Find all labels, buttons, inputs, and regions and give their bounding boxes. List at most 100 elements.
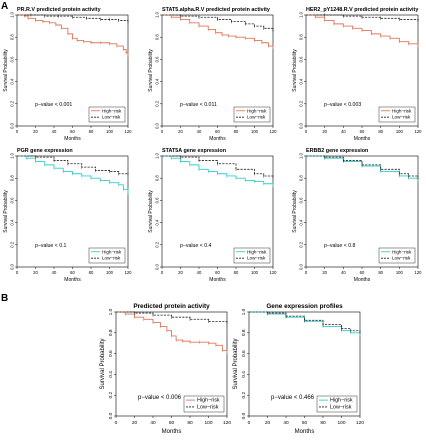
- y-tick-label: 1.0: [108, 308, 114, 315]
- chart-title: STAT5A gene expression: [162, 148, 226, 154]
- high-risk-curve: [17, 14, 129, 57]
- legend-low-label: Low−risk: [392, 115, 411, 120]
- y-tick-label: 0.4: [299, 78, 304, 84]
- y-tick-label: 0.0: [299, 122, 304, 128]
- y-tick-label: 0.6: [108, 350, 114, 357]
- y-tick-label: 1.0: [155, 152, 160, 158]
- y-tick-label: 0.0: [10, 263, 15, 269]
- y-tick-label: 0.2: [108, 392, 114, 399]
- x-tick-label: 20: [322, 129, 327, 134]
- x-tick-label: 0: [305, 270, 308, 275]
- x-tick-label: 100: [251, 129, 259, 134]
- panel-label-a: A: [1, 1, 8, 12]
- x-axis-label: Months: [354, 136, 371, 142]
- km-chart: PR.R.V predicted protein activity 0 20 40 60…: [3, 7, 132, 142]
- y-tick-label: 0.2: [10, 241, 15, 247]
- legend-high-label: High−risk: [392, 249, 412, 254]
- km-chart: ERBB2 gene expression 0 20 40 60 80 100 120 0.0 0…: [292, 148, 422, 283]
- y-tick-label: 0.6: [155, 197, 160, 203]
- high-risk-curve: [116, 311, 228, 354]
- km-chart: STAT5.alpha.R.V predicted protein activi…: [148, 7, 277, 142]
- y-tick-label: 0.8: [155, 34, 160, 40]
- y-tick-label: 0.6: [299, 56, 304, 62]
- y-tick-label: 0.4: [155, 78, 160, 84]
- y-tick-label: 1.0: [299, 11, 304, 17]
- y-tick-label: 0.4: [155, 219, 160, 225]
- y-axis-label: Survival Probability: [148, 190, 154, 233]
- x-axis-label: Months: [64, 277, 81, 283]
- chart-title: Predicted protein activity: [133, 303, 210, 310]
- low-risk-curve: [306, 155, 419, 179]
- x-tick-label: 20: [265, 420, 271, 426]
- km-chart: HER2_pY1248.R.V predicted protein activi…: [292, 7, 422, 142]
- x-tick-label: 120: [415, 270, 423, 275]
- legend-low-label: Low−risk: [102, 256, 121, 261]
- legend-high-label: High−risk: [102, 249, 122, 254]
- x-tick-label: 60: [215, 270, 220, 275]
- x-tick-label: 40: [52, 129, 57, 134]
- x-tick-label: 60: [70, 270, 75, 275]
- legend-high-label: High−risk: [392, 108, 412, 113]
- x-tick-label: 100: [106, 270, 114, 275]
- y-tick-label: 0.2: [155, 100, 160, 106]
- y-tick-label: 0.2: [299, 100, 304, 106]
- y-tick-label: 0.0: [241, 412, 247, 419]
- x-axis-label: Months: [64, 136, 81, 142]
- x-tick-label: 80: [89, 270, 94, 275]
- x-tick-label: 120: [125, 129, 133, 134]
- x-tick-label: 60: [70, 129, 75, 134]
- y-tick-label: 1.0: [299, 152, 304, 158]
- legend-low-label: Low−risk: [197, 404, 219, 410]
- x-tick-label: 0: [16, 270, 19, 275]
- y-tick-label: 0.0: [10, 122, 15, 128]
- p-value-label: p−value < 0.003: [324, 102, 361, 108]
- x-tick-label: 40: [150, 420, 156, 426]
- y-axis-label: Survival Probability: [3, 190, 9, 233]
- chart-title: PGR gene expression: [17, 148, 73, 154]
- p-value-label: p−value < 0.001: [35, 102, 72, 108]
- legend-low-label: Low−risk: [247, 115, 266, 120]
- km-chart: Predicted protein activity 0 20 40 60 80 100 12…: [100, 303, 231, 435]
- y-tick-label: 0.8: [155, 175, 160, 181]
- x-tick-label: 120: [223, 420, 231, 426]
- y-tick-label: 0.0: [155, 122, 160, 128]
- legend-high-label: High−risk: [330, 398, 353, 404]
- x-tick-label: 0: [115, 420, 118, 426]
- x-axis-label: Months: [295, 429, 315, 435]
- km-chart: STAT5A gene expression 0 20 40 60 80 100 120 0.0…: [148, 148, 277, 283]
- legend-high-label: High−risk: [247, 108, 267, 113]
- x-tick-label: 100: [106, 129, 114, 134]
- x-tick-label: 0: [248, 420, 251, 426]
- low-risk-curve: [17, 155, 128, 175]
- x-tick-label: 20: [132, 420, 138, 426]
- y-tick-label: 0.6: [155, 56, 160, 62]
- x-tick-label: 80: [89, 129, 94, 134]
- y-tick-label: 0.6: [10, 197, 15, 203]
- x-tick-label: 20: [178, 129, 183, 134]
- y-axis-label: Survival Probability: [292, 49, 298, 92]
- y-tick-label: 0.4: [10, 219, 15, 225]
- chart-title: Gene expression profiles: [266, 303, 343, 310]
- x-tick-label: 60: [360, 129, 365, 134]
- low-risk-curve: [306, 14, 419, 21]
- x-tick-label: 60: [302, 420, 308, 426]
- y-tick-label: 0.4: [108, 371, 114, 378]
- y-tick-label: 0.0: [299, 263, 304, 269]
- x-tick-label: 60: [360, 270, 365, 275]
- x-tick-label: 100: [204, 420, 212, 426]
- y-axis-label: Survival Probability: [292, 190, 298, 233]
- y-tick-label: 0.8: [10, 175, 15, 181]
- x-tick-label: 20: [33, 270, 38, 275]
- x-tick-label: 80: [378, 129, 383, 134]
- x-tick-label: 120: [356, 420, 364, 426]
- x-tick-label: 100: [337, 420, 345, 426]
- x-tick-label: 80: [234, 129, 239, 134]
- x-tick-label: 100: [396, 129, 404, 134]
- y-tick-label: 0.2: [299, 241, 304, 247]
- p-value-label: p−value < 0.466: [271, 395, 315, 401]
- y-tick-label: 0.6: [241, 350, 247, 357]
- y-axis-label: Survival Probability: [233, 338, 239, 389]
- chart-title: STAT5.alpha.R.V predicted protein activi…: [162, 7, 270, 13]
- legend-high-label: High−risk: [102, 108, 122, 113]
- high-risk-curve: [306, 155, 419, 181]
